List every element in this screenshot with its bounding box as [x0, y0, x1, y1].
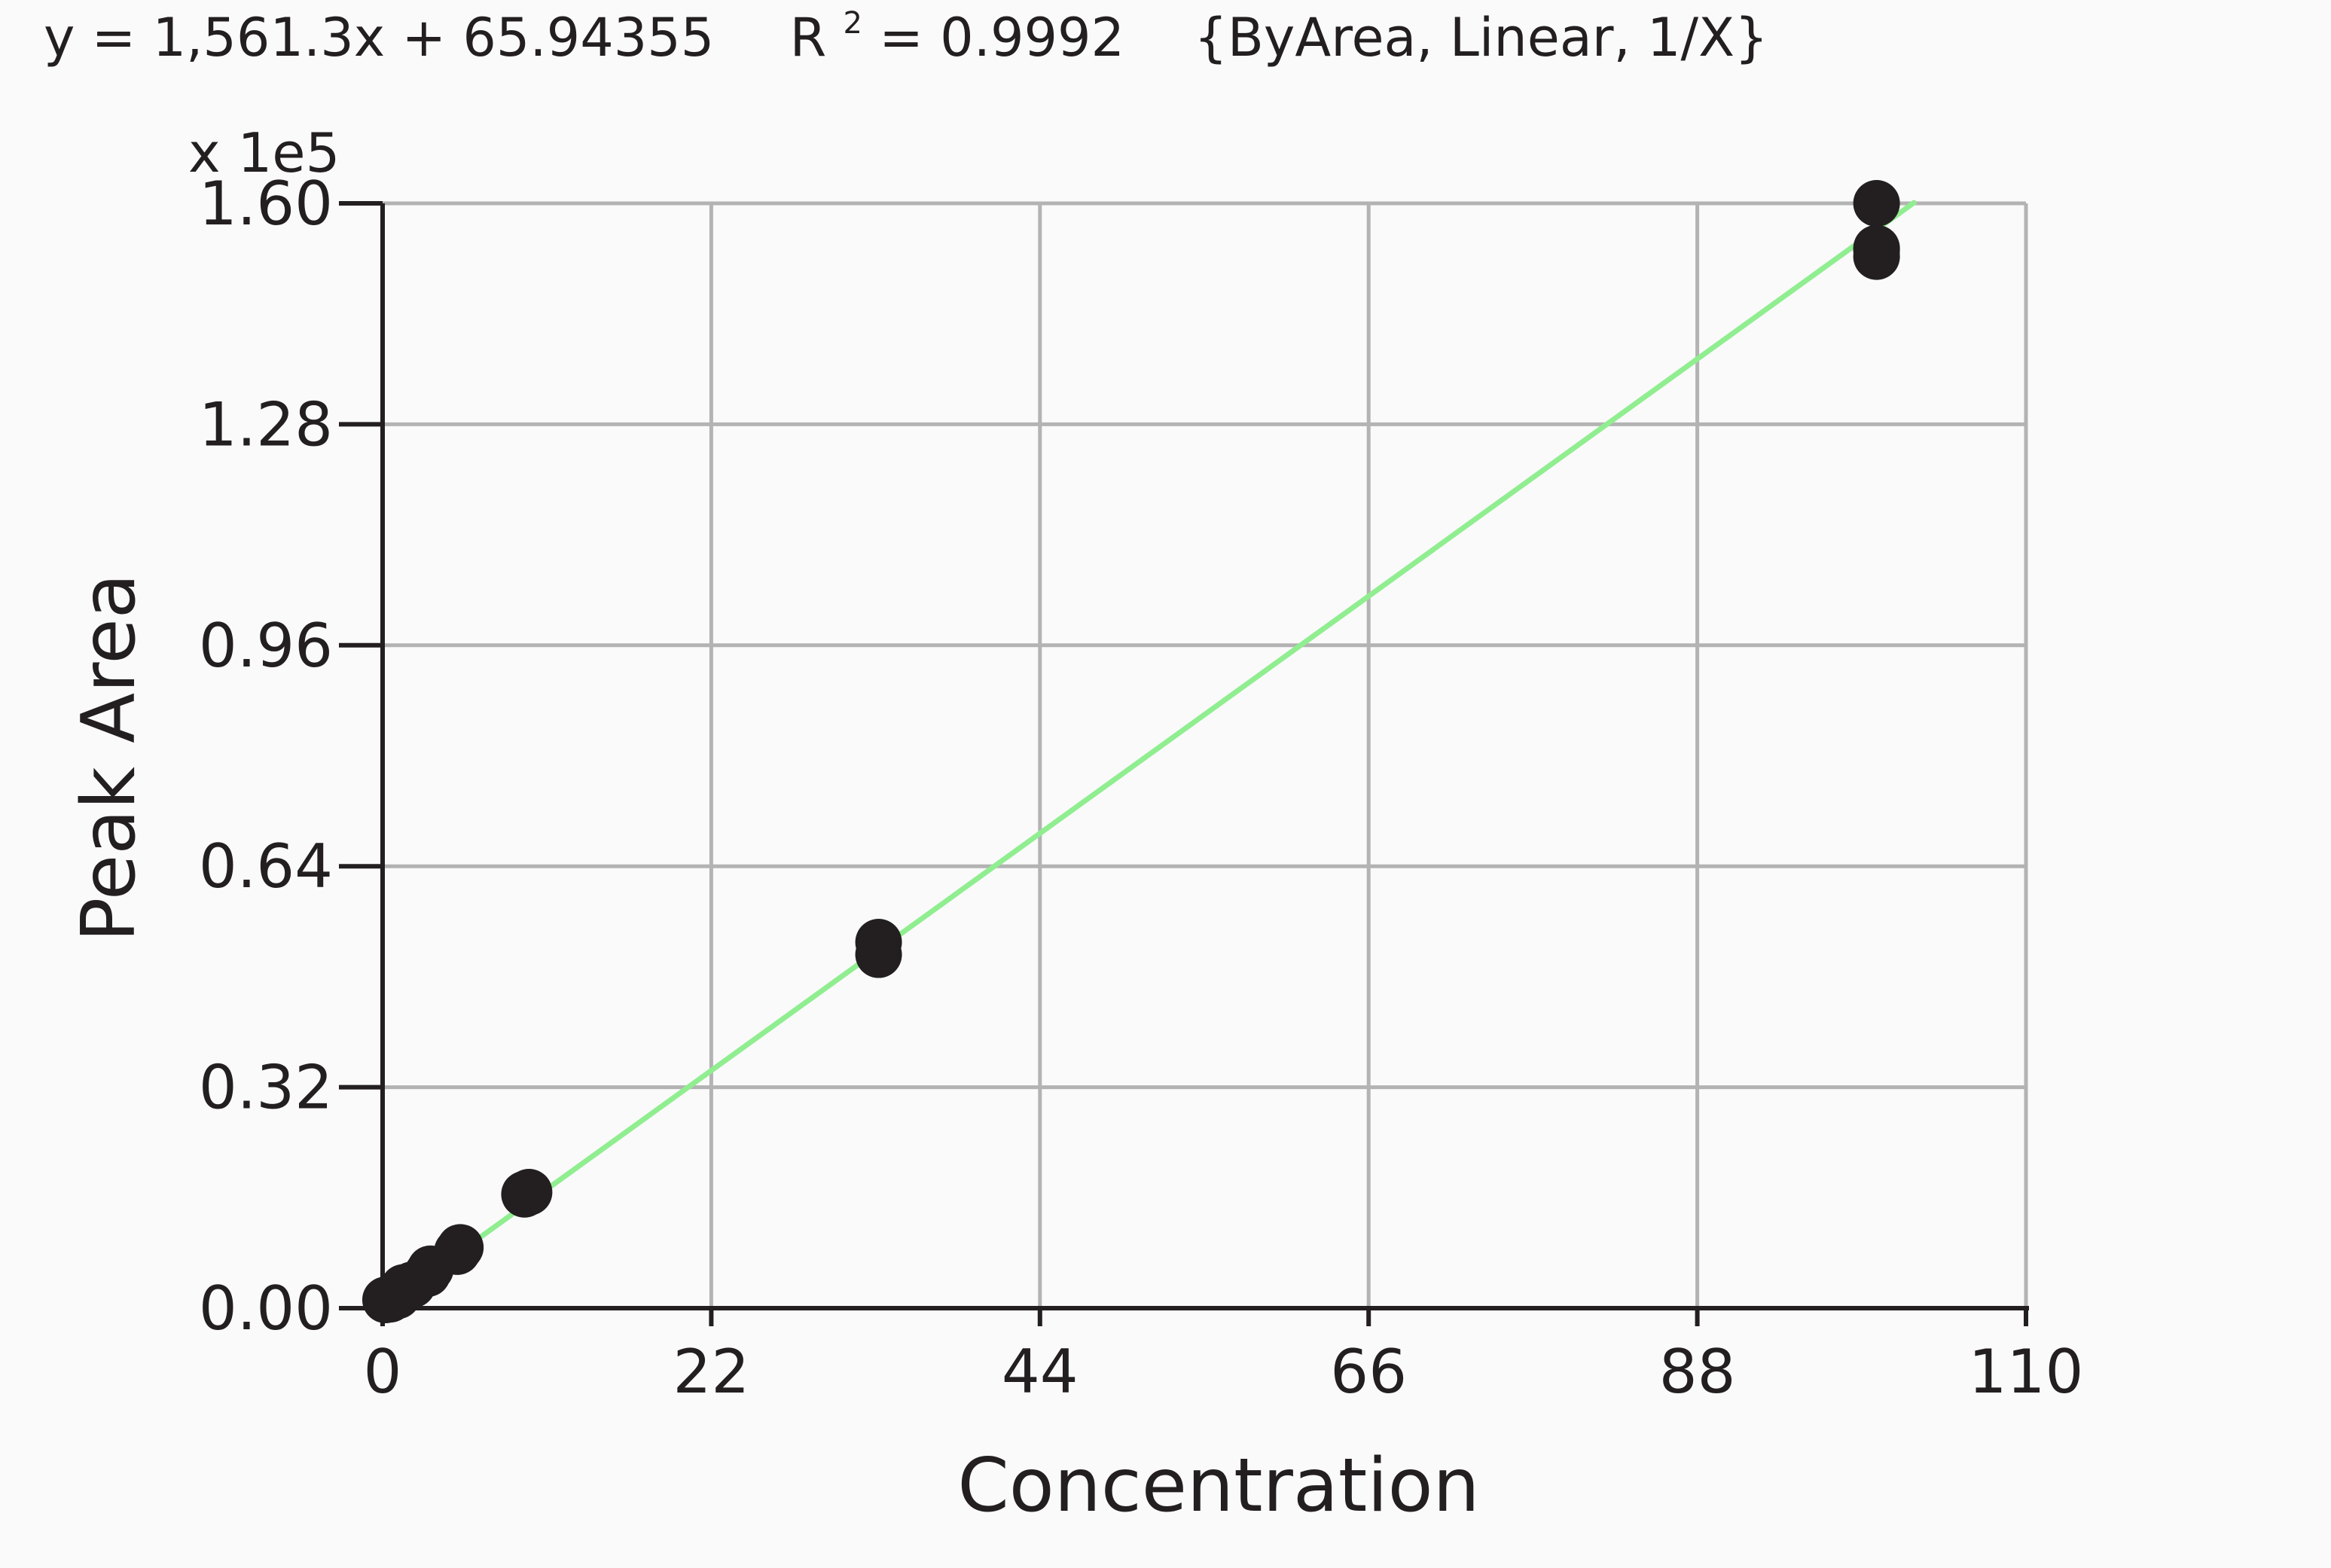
x-tick-label: 66 — [1330, 1337, 1407, 1407]
y-tick-label: 1.60 — [199, 169, 333, 239]
data-point — [1853, 227, 1900, 274]
data-point — [855, 919, 902, 966]
x-tick-label: 110 — [1969, 1337, 2084, 1407]
x-tick-label: 44 — [1002, 1337, 1079, 1407]
x-tick-label: 0 — [364, 1337, 402, 1407]
grid — [383, 201, 2028, 1308]
y-axis-multiplier: x 1e5 — [188, 121, 340, 185]
y-tick-label: 0.32 — [199, 1053, 333, 1123]
x-tick-label: 88 — [1659, 1337, 1736, 1407]
fit-line-layer — [387, 200, 1917, 1305]
regression-equation: y = 1,561.3x + 65.94355 R 2 = 0.9992 {By… — [44, 0, 1768, 69]
data-point — [1853, 180, 1900, 227]
regression-line — [387, 200, 1917, 1305]
x-tick-label: 22 — [673, 1337, 750, 1407]
y-tick-label: 1.28 — [199, 389, 333, 459]
r-squared-value: = 0.9992 — [879, 7, 1124, 69]
fit-options: {ByArea, Linear, 1/X} — [1194, 7, 1768, 69]
y-tick-label: 0.96 — [199, 611, 333, 681]
r-squared-symbol: R — [790, 7, 827, 69]
y-tick-label: 0.64 — [199, 831, 333, 901]
data-point — [505, 1168, 553, 1216]
equation-text: y = 1,561.3x + 65.94355 — [44, 7, 714, 69]
y-axis-title: Peak Area — [66, 573, 152, 941]
data-points — [362, 180, 1900, 1323]
tick-labels: 0 22 44 66 88 110 0.00 0.32 0.64 0.96 1.28 1.60 — [199, 169, 2083, 1407]
r-squared-exponent: 2 — [844, 6, 862, 41]
x-axis-title: Concentration — [957, 1443, 1479, 1529]
y-tick-label: 0.00 — [199, 1274, 333, 1344]
data-point — [437, 1224, 484, 1271]
